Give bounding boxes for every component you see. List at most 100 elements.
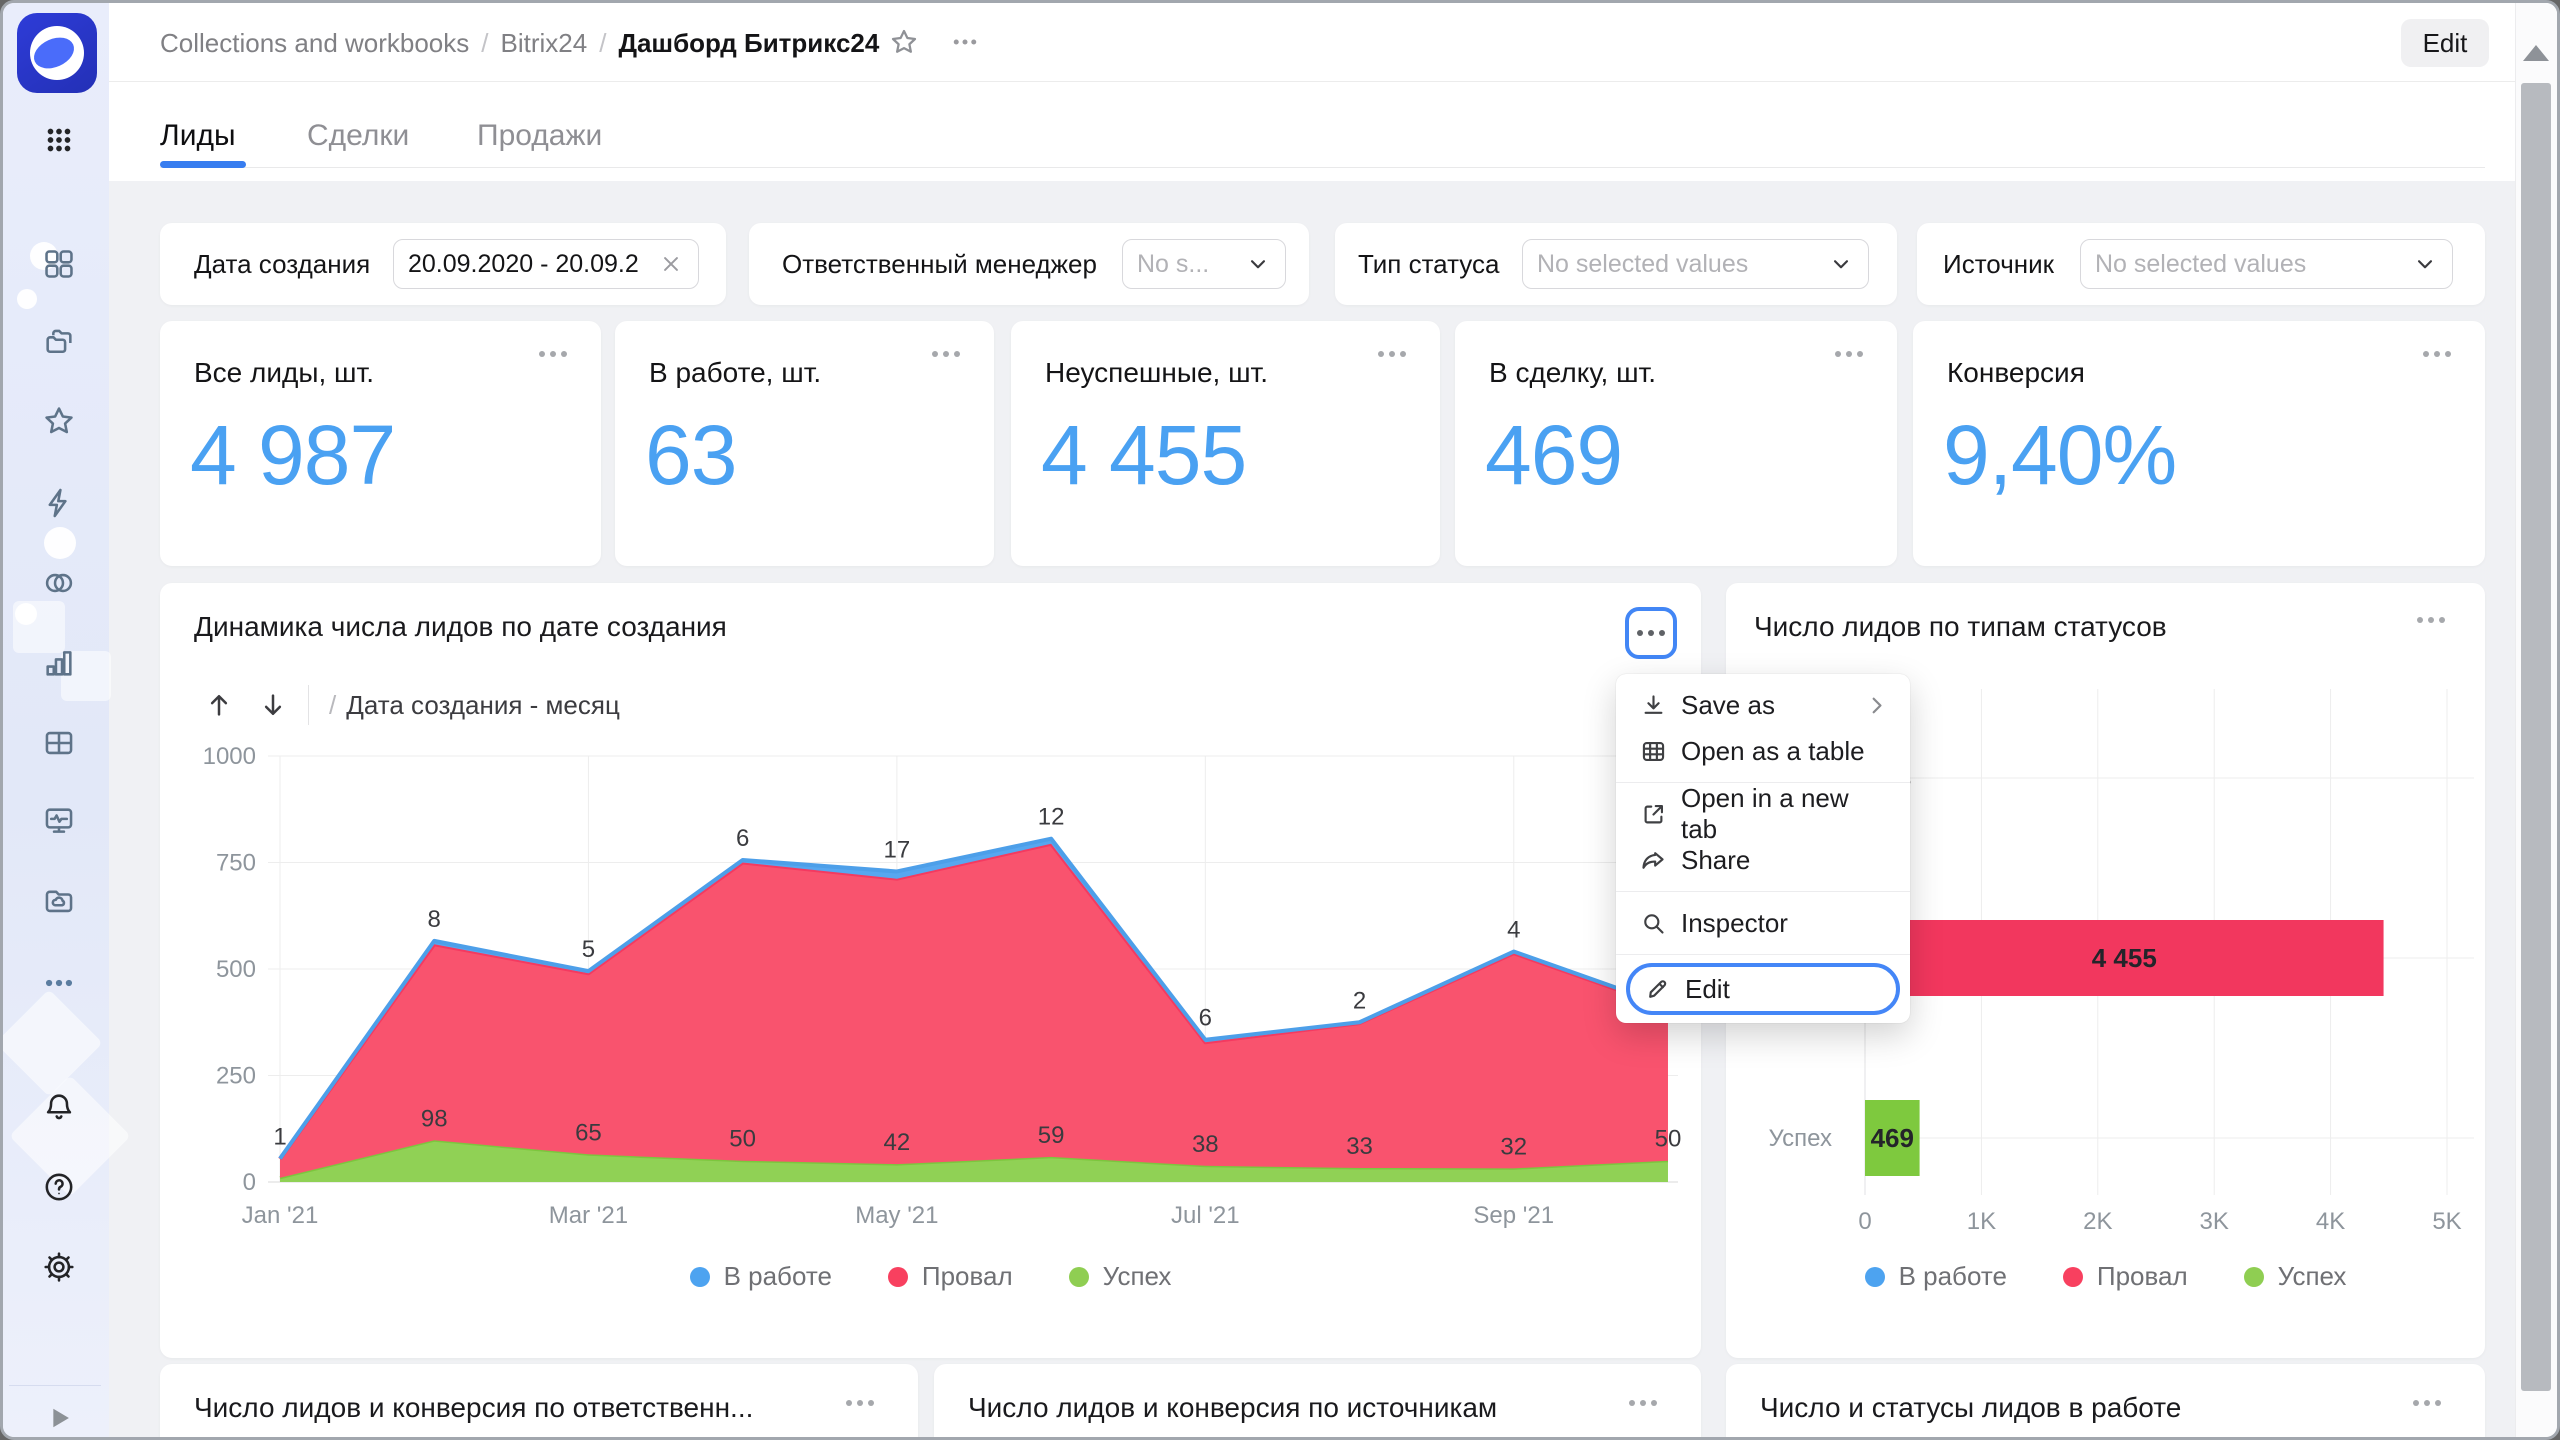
widget-menu-icon[interactable]: [1378, 351, 1406, 357]
breadcrumb-workbook[interactable]: Bitrix24: [501, 28, 588, 59]
kpi-title: В работе, шт.: [649, 357, 821, 389]
kpi-value: 4 455: [1041, 407, 1246, 504]
filter-manager-card: Ответственный менеджер No s...: [749, 223, 1309, 305]
source-select-placeholder: No selected values: [2095, 250, 2404, 279]
breadcrumb-separator: /: [599, 28, 606, 59]
nav-dashboards-icon[interactable]: [40, 724, 78, 762]
status-select[interactable]: No selected values: [1522, 239, 1869, 289]
drill-breadcrumb[interactable]: Дата создания - месяц: [346, 690, 620, 721]
filter-manager-label: Ответственный менеджер: [782, 249, 1097, 280]
legend-item-Провал[interactable]: Провал: [2063, 1261, 2188, 1292]
bar-value-label: 4 455: [2092, 943, 2157, 973]
source-select[interactable]: No selected values: [2080, 239, 2453, 289]
menu-item-label: Share: [1681, 845, 1890, 876]
legend-item-В работе[interactable]: В работе: [1865, 1261, 2007, 1292]
widget-menu-icon[interactable]: [1629, 1400, 1657, 1406]
favorite-star-icon[interactable]: [887, 25, 921, 59]
widget-menu-icon[interactable]: [846, 1400, 874, 1406]
kpi-card-unsuccessful: Неуспешные, шт. 4 455: [1011, 321, 1440, 566]
drill-up-icon[interactable]: [204, 690, 234, 720]
y-axis-label: 0: [243, 1169, 256, 1196]
nav-charts-icon[interactable]: [40, 644, 78, 682]
breadcrumb-collections[interactable]: Collections and workbooks: [160, 28, 469, 59]
datalens-logo-icon[interactable]: [17, 13, 97, 93]
category-label: Успех: [1769, 1125, 1832, 1152]
kpi-value: 9,40%: [1943, 407, 2176, 504]
bottom-panel-title: Число лидов и конверсия по источникам: [968, 1392, 1497, 1424]
legend-label: Провал: [2097, 1261, 2188, 1292]
menu-item-open-new-tab[interactable]: Open in a new tab: [1616, 791, 1910, 837]
clear-filter-icon[interactable]: [658, 251, 684, 277]
widget-menu-icon[interactable]: [2417, 617, 2445, 623]
nav-datasets-icon[interactable]: [40, 564, 78, 602]
tab-sales[interactable]: Продажи: [477, 119, 602, 153]
y-axis-label: 250: [216, 1063, 256, 1090]
tab-leads[interactable]: Лиды: [160, 119, 236, 153]
filter-status-card: Тип статуса No selected values: [1335, 223, 1897, 305]
legend-item-Успех[interactable]: Успех: [1069, 1261, 1172, 1292]
data-label: 33: [1346, 1133, 1373, 1160]
nav-favorites-star-icon[interactable]: [40, 402, 78, 440]
widget-menu-icon[interactable]: [1835, 351, 1863, 357]
decor-blob: [17, 289, 37, 309]
legend-item-Провал[interactable]: Провал: [888, 1261, 1013, 1292]
sidebar-expand-icon[interactable]: [40, 1399, 78, 1437]
data-label: 17: [884, 836, 911, 863]
status-select-placeholder: No selected values: [1537, 250, 1820, 279]
bottom-panel-title: Число лидов и конверсия по ответственн..…: [194, 1392, 753, 1424]
kpi-card-to-deal: В сделку, шт. 469: [1455, 321, 1897, 566]
nav-tiles-icon[interactable]: [40, 245, 78, 283]
notifications-bell-icon[interactable]: [40, 1088, 78, 1126]
kpi-title: Неуспешные, шт.: [1045, 357, 1268, 389]
menu-item-label: Edit: [1685, 974, 1730, 1005]
legend-item-В работе[interactable]: В работе: [690, 1261, 832, 1292]
nav-more-icon[interactable]: [40, 964, 78, 1002]
scrollbar-thumb[interactable]: [2521, 83, 2551, 1391]
menu-item-save-as[interactable]: Save as: [1616, 682, 1910, 728]
nav-editor-icon[interactable]: [40, 802, 78, 840]
kpi-card-all-leads: Все лиды, шт. 4 987: [160, 321, 601, 566]
kpi-value: 4 987: [190, 407, 395, 504]
help-icon[interactable]: [40, 1168, 78, 1206]
widget-menu-icon[interactable]: [539, 351, 567, 357]
x-axis-label: Jul '21: [1171, 1202, 1240, 1229]
x-axis-label: 2K: [2083, 1208, 2112, 1235]
menu-item-inspector[interactable]: Inspector: [1616, 900, 1910, 946]
settings-gear-icon[interactable]: [40, 1248, 78, 1286]
widget-menu-icon[interactable]: [2423, 351, 2451, 357]
menu-item-share[interactable]: Share: [1616, 837, 1910, 883]
bottom-panel-statuses: Число и статусы лидов в работе: [1726, 1364, 2485, 1440]
menu-item-label: Open in a new tab: [1681, 783, 1890, 845]
vertical-scrollbar[interactable]: [2515, 3, 2558, 1437]
widget-menu-icon[interactable]: [2413, 1400, 2441, 1406]
data-label: 6: [1199, 1005, 1212, 1032]
data-label: 1: [273, 1124, 286, 1151]
legend-item-Успех[interactable]: Успех: [2244, 1261, 2347, 1292]
chart-menu-button-focused[interactable]: [1625, 607, 1677, 659]
apps-grid-icon[interactable]: [40, 121, 78, 159]
drill-down-icon[interactable]: [258, 690, 288, 720]
dashboard-edit-button[interactable]: Edit: [2401, 19, 2489, 67]
x-axis-label: Mar '21: [549, 1202, 628, 1229]
menu-divider: [1616, 954, 1910, 955]
kpi-title: В сделку, шт.: [1489, 357, 1656, 389]
kpi-card-in-progress: В работе, шт. 63: [615, 321, 994, 566]
area-series-Провал[interactable]: [280, 844, 1668, 1178]
date-range-input[interactable]: 20.09.2020 - 20.09.2: [393, 239, 699, 289]
menu-item-label: Open as a table: [1681, 736, 1890, 767]
data-label: 65: [575, 1119, 602, 1146]
scrollbar-up-arrow[interactable]: [2523, 45, 2549, 61]
menu-item-edit-highlighted[interactable]: Edit: [1626, 963, 1900, 1015]
nav-connections-icon[interactable]: [40, 484, 78, 522]
widget-menu-icon[interactable]: [932, 351, 960, 357]
menu-item-open-as-table[interactable]: Open as a table: [1616, 728, 1910, 774]
nav-collections-icon[interactable]: [40, 324, 78, 362]
active-tab-underline: [160, 161, 246, 168]
header-divider: [109, 81, 2557, 82]
area-chart-legend: В работе Провал Успех: [160, 1261, 1701, 1292]
filter-date-label: Дата создания: [194, 249, 370, 280]
nav-storage-folder-icon[interactable]: [40, 882, 78, 920]
header-more-icon[interactable]: [947, 29, 983, 55]
tab-deals[interactable]: Сделки: [307, 119, 409, 153]
manager-select[interactable]: No s...: [1122, 239, 1286, 289]
